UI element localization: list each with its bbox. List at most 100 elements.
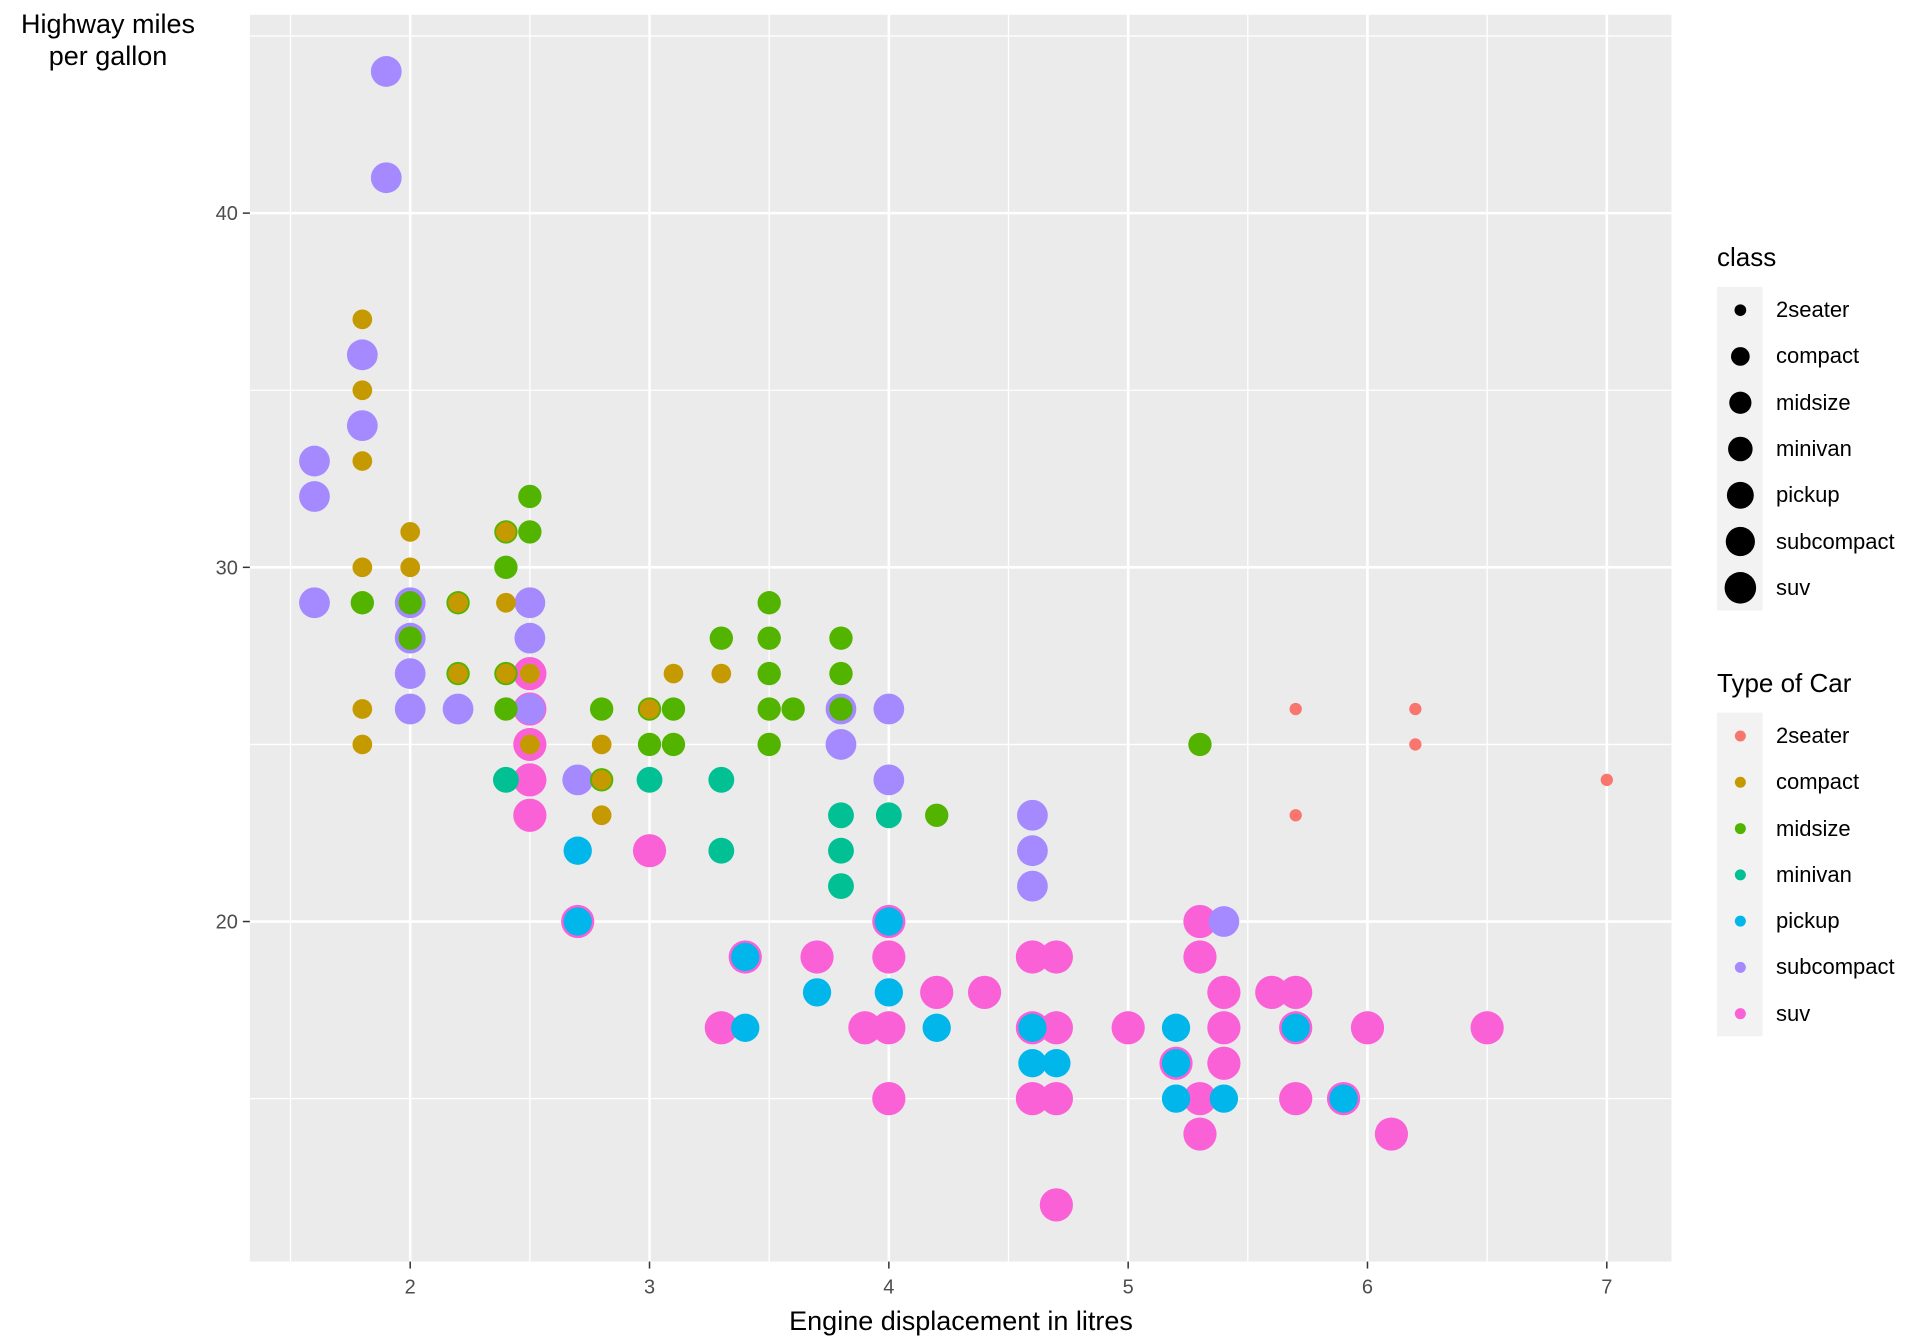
point-pickup: [1161, 1013, 1191, 1042]
point-suv: [1183, 940, 1217, 974]
point-compact: [448, 592, 468, 613]
point-subcompact: [346, 339, 378, 371]
color-legend-key-suv: [1734, 1008, 1746, 1020]
point-suv: [513, 798, 547, 832]
point-suv: [1015, 1082, 1050, 1116]
point-minivan: [493, 766, 519, 793]
point-suv: [1015, 940, 1050, 974]
point-midsize: [757, 626, 781, 650]
point-pickup: [922, 1013, 951, 1042]
point-suv: [1039, 1082, 1073, 1116]
point-subcompact: [1208, 906, 1240, 937]
point-midsize: [589, 697, 614, 721]
point-suv: [848, 1011, 882, 1045]
point-midsize: [829, 661, 853, 686]
point-compact: [591, 805, 612, 826]
point-subcompact: [346, 410, 378, 442]
point-midsize: [637, 732, 662, 757]
point-pickup: [1018, 1013, 1047, 1042]
point-midsize: [518, 484, 542, 509]
x-tick-label: 7: [1601, 1277, 1612, 1299]
point-suv: [920, 975, 954, 1009]
point-midsize: [494, 555, 518, 580]
point-midsize: [757, 732, 781, 757]
point-midsize: [494, 697, 518, 721]
point-midsize: [398, 626, 422, 650]
point-midsize: [757, 591, 781, 615]
point-2seater: [1289, 809, 1302, 822]
point-pickup: [874, 978, 903, 1007]
point-suv: [1374, 1117, 1409, 1151]
color-legend-key-2seater: [1734, 730, 1746, 742]
point-minivan: [708, 766, 735, 793]
point-pickup: [731, 1013, 760, 1042]
y-axis-label: Highway miles per gallon: [20, 9, 196, 71]
point-pickup: [1281, 1013, 1310, 1042]
point-suv: [1279, 1082, 1313, 1116]
point-suv: [872, 1011, 906, 1045]
color-legend-key-minivan: [1734, 869, 1746, 881]
point-midsize: [829, 626, 853, 650]
point-pickup: [1161, 1084, 1191, 1113]
size-legend-label-pickup: pickup: [1776, 482, 1840, 508]
point-subcompact: [394, 658, 426, 689]
point-subcompact: [394, 693, 426, 725]
point-midsize: [781, 697, 805, 721]
color-legend-label-pickup: pickup: [1776, 908, 1840, 934]
color-legend-label-suv: suv: [1776, 1000, 1811, 1026]
point-pickup: [1209, 1084, 1239, 1113]
size-legend-label-subcompact: subcompact: [1776, 528, 1895, 554]
color-legend-label-compact: compact: [1776, 769, 1860, 795]
point-pickup: [802, 978, 832, 1007]
x-tick-label: 6: [1362, 1277, 1373, 1299]
point-suv: [704, 1011, 738, 1045]
x-tick-label: 4: [883, 1277, 894, 1299]
point-subcompact: [514, 693, 546, 725]
color-legend-key-subcompact: [1734, 961, 1746, 973]
point-suv: [872, 1082, 906, 1116]
point-pickup: [563, 836, 592, 865]
point-pickup: [1042, 1049, 1071, 1078]
point-minivan: [828, 837, 854, 864]
point-compact: [448, 663, 468, 684]
point-compact: [711, 663, 732, 684]
color-legend-key-pickup: [1734, 915, 1746, 927]
point-midsize: [757, 697, 781, 721]
point-suv: [1039, 940, 1073, 974]
point-suv: [1350, 1011, 1385, 1045]
size-legend-label-2seater: 2seater: [1776, 297, 1850, 323]
color-legend-label-minivan: minivan: [1776, 861, 1852, 887]
point-subcompact: [1017, 799, 1048, 831]
point-midsize: [757, 661, 781, 686]
point-midsize: [518, 520, 542, 544]
point-compact: [496, 663, 516, 684]
x-axis-label: Engine displacement in litres: [789, 1306, 1133, 1336]
point-suv: [1183, 1117, 1217, 1151]
point-compact: [591, 734, 612, 755]
point-compact: [352, 451, 373, 471]
point-suv: [1039, 1011, 1073, 1045]
point-minivan: [708, 837, 735, 864]
point-subcompact: [825, 729, 857, 760]
size-legend-key-midsize: [1729, 391, 1752, 414]
point-midsize: [925, 803, 949, 827]
point-subcompact: [1017, 870, 1048, 902]
y-tick-label: 40: [216, 203, 238, 225]
point-pickup: [731, 942, 760, 972]
color-legend-key-midsize: [1734, 823, 1746, 835]
point-minivan: [875, 802, 902, 829]
point-midsize: [709, 626, 734, 650]
y-tick-label: 20: [216, 912, 238, 934]
size-legend-key-subcompact: [1725, 526, 1755, 557]
point-midsize: [350, 591, 375, 615]
color-legend-key-compact: [1734, 776, 1746, 788]
point-suv: [1255, 975, 1289, 1009]
point-suv: [1039, 1188, 1073, 1222]
x-tick-label: 5: [1123, 1277, 1134, 1299]
point-suv: [1183, 1082, 1217, 1116]
point-suv: [513, 763, 547, 797]
point-2seater: [1409, 738, 1422, 751]
point-midsize: [398, 591, 422, 615]
point-minivan: [828, 873, 854, 900]
